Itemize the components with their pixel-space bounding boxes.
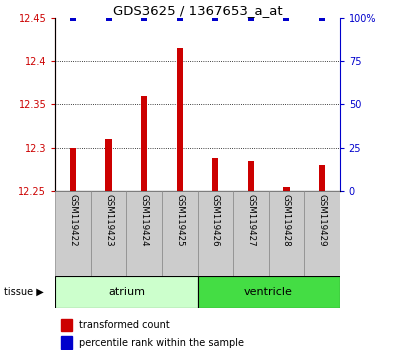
Bar	[198, 276, 340, 308]
Bar	[70, 148, 76, 191]
Bar	[283, 187, 290, 191]
Bar	[198, 191, 233, 276]
Title: GDS3625 / 1367653_a_at: GDS3625 / 1367653_a_at	[113, 4, 282, 17]
Bar	[141, 96, 147, 191]
Text: GSM119429: GSM119429	[318, 194, 326, 246]
Bar	[61, 336, 72, 349]
Bar	[233, 191, 269, 276]
Text: transformed count: transformed count	[79, 320, 170, 330]
Text: GSM119428: GSM119428	[282, 194, 291, 246]
Bar	[248, 161, 254, 191]
Bar	[177, 48, 183, 191]
Bar	[304, 191, 340, 276]
Bar	[55, 276, 198, 308]
Text: GSM119422: GSM119422	[69, 194, 77, 246]
Text: GSM119425: GSM119425	[175, 194, 184, 246]
Text: percentile rank within the sample: percentile rank within the sample	[79, 338, 245, 348]
Text: tissue ▶: tissue ▶	[4, 287, 44, 297]
Bar	[319, 165, 325, 191]
Bar	[105, 139, 112, 191]
Text: GSM119423: GSM119423	[104, 194, 113, 246]
Text: atrium: atrium	[108, 287, 145, 297]
Bar	[55, 191, 91, 276]
Bar	[162, 191, 198, 276]
Text: ventricle: ventricle	[244, 287, 293, 297]
Text: GSM119426: GSM119426	[211, 194, 220, 246]
Bar	[91, 191, 126, 276]
Bar	[61, 319, 72, 331]
Text: GSM119424: GSM119424	[140, 194, 149, 246]
Bar	[269, 191, 304, 276]
Bar	[212, 158, 218, 191]
Text: GSM119427: GSM119427	[246, 194, 255, 246]
Bar	[126, 191, 162, 276]
